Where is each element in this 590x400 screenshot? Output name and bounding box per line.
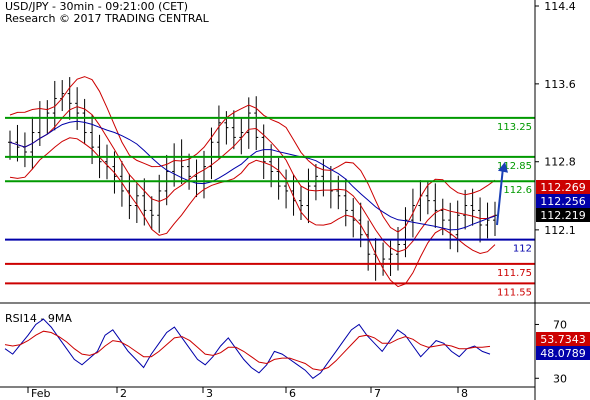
rsi-tag-box [536,346,590,360]
price-tag-label: 112.219 [540,209,586,222]
price-tag-label: 112.256 [540,195,586,208]
projection-arrow-shaft [496,167,504,226]
rsi-tag-box [536,332,590,346]
level-label: 112.85 [497,161,532,172]
x-tick-label: 6 [289,387,296,400]
price-panel: 113.25 112.85 112.6 112 111.75 111.55 [5,76,535,298]
x-tick-label: 3 [206,387,213,400]
upper-band [9,76,496,233]
price-tag-box [536,194,590,208]
instrument-title: USD/JPY - 30min - 09:21:00 (CET) [5,0,189,13]
x-tick-label: 8 [461,387,468,400]
rsi-tag-label: 48.0789 [540,347,586,360]
x-tick-label: 2 [120,387,127,400]
level-label: 113.25 [497,122,532,133]
rsi-series-line [4,318,491,379]
y-tick-label: 112.8 [544,156,576,169]
price-tag-label: 112.269 [540,181,586,194]
lower-band [9,137,496,288]
x-tick-label: Feb [31,387,50,400]
price-tag-box [536,180,590,194]
level-label: 111.55 [497,287,532,298]
y-tick-label: 114.4 [544,0,576,13]
mid-band [9,106,496,253]
rsi-series-line [4,330,491,371]
rsi-title: RSI14 - 9MA [5,312,72,325]
rsi-tag-label: 53.7343 [540,333,586,346]
level-label: 112 [513,244,532,255]
rsi-tick-label: 30 [553,372,567,385]
level-label: 112.6 [503,185,532,196]
y-tick-label: 112.1 [544,224,576,237]
x-tick-label: 7 [374,387,381,400]
rsi-panel: RSI14 - 9MA [4,312,491,379]
y-tick-label: 113.6 [544,78,576,91]
moving-average [9,120,496,231]
level-label: 111.75 [497,268,532,279]
projection-arrow-head [498,161,508,173]
price-tag-box [536,208,590,222]
rsi-tick-label: 70 [553,318,567,331]
copyright-notice: Research © 2017 TRADING CENTRAL [5,12,209,25]
